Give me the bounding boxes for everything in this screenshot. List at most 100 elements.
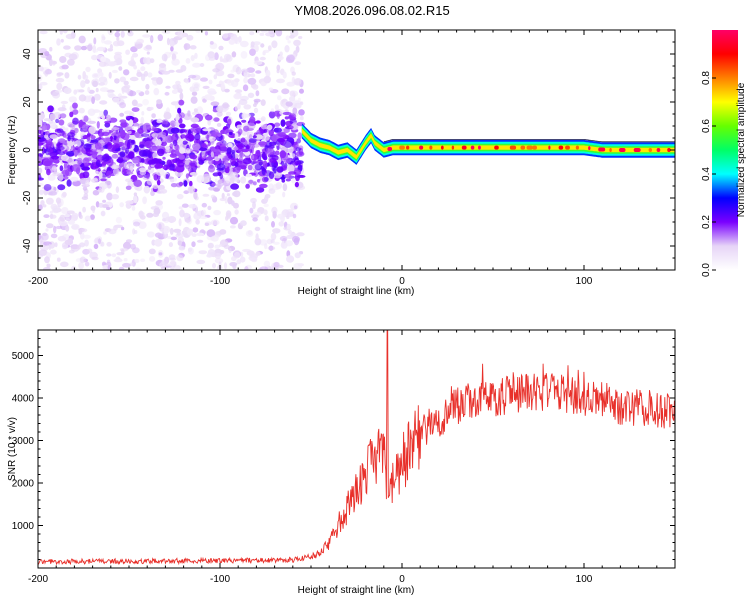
noise-blob: [194, 133, 201, 141]
noise-blob: [85, 180, 90, 186]
noise-blob: [77, 244, 81, 250]
noise-blob: [86, 134, 91, 141]
chart-title: YM08.2026.096.08.02.R15: [294, 3, 449, 18]
noise-blob: [43, 214, 50, 219]
noise-blob: [253, 98, 261, 103]
noise-blob: [232, 190, 241, 198]
noise-blob: [46, 141, 53, 148]
noise-blob: [178, 154, 185, 160]
noise-blob: [51, 165, 57, 171]
noise-blob: [254, 238, 262, 246]
noise-blob: [241, 68, 249, 74]
noise-blob: [169, 227, 174, 235]
noise-blob: [244, 140, 248, 146]
noise-blob: [147, 165, 152, 170]
noise-blob: [245, 173, 252, 178]
noise-blob: [103, 40, 112, 45]
noise-blob: [156, 77, 163, 85]
noise-blob: [207, 164, 216, 173]
noise-blob: [261, 167, 266, 176]
noise-blob: [286, 255, 295, 263]
noise-blob: [219, 250, 225, 254]
noise-blob: [79, 214, 83, 219]
noise-blob: [147, 159, 157, 165]
noise-blob: [38, 167, 43, 174]
noise-blob: [252, 217, 258, 222]
noise-blob: [55, 225, 63, 230]
noise-blob: [294, 252, 301, 259]
noise-blob: [43, 160, 52, 167]
noise-blob: [125, 185, 132, 190]
noise-blob: [151, 132, 158, 139]
noise-blob: [134, 41, 139, 45]
noise-blob: [199, 216, 208, 220]
noise-blob: [111, 132, 121, 136]
noise-blob: [98, 238, 101, 245]
noise-blob: [142, 98, 150, 106]
noise-blob: [161, 70, 171, 75]
noise-blob: [95, 201, 100, 208]
noise-blob: [129, 76, 139, 82]
noise-blob: [106, 241, 112, 247]
noise-blob: [182, 140, 188, 145]
noise-blob: [119, 76, 127, 83]
noise-blob: [288, 171, 297, 175]
noise-blob: [145, 83, 150, 90]
noise-blob: [69, 176, 79, 182]
noise-blob: [279, 150, 287, 159]
noise-blob: [214, 258, 224, 264]
noise-blob: [189, 172, 198, 176]
noise-blob: [132, 157, 140, 164]
noise-blob: [139, 162, 144, 167]
noise-blob: [183, 190, 189, 195]
spectrogram-x-axis-label: Height of straight line (km): [298, 286, 415, 297]
noise-blob: [255, 151, 261, 157]
noise-blob: [277, 213, 286, 219]
noise-blob: [75, 167, 81, 175]
noise-blob: [78, 94, 87, 102]
noise-blob: [176, 254, 184, 262]
noise-blob: [83, 115, 89, 122]
noise-blob: [178, 218, 182, 227]
noise-blob: [69, 111, 74, 118]
noise-blob: [132, 53, 139, 58]
noise-blob: [206, 229, 216, 238]
noise-blob: [236, 259, 242, 265]
noise-blob: [125, 239, 133, 244]
noise-blob: [192, 86, 200, 92]
noise-blob: [133, 221, 140, 227]
noise-blob: [262, 49, 270, 54]
noise-blob: [270, 239, 275, 244]
noise-blob: [94, 142, 102, 150]
noise-blob: [294, 161, 301, 166]
noise-blob: [114, 78, 120, 84]
noise-blob: [96, 121, 100, 129]
ridge-peak: [575, 145, 579, 150]
noise-blob: [77, 159, 82, 166]
noise-blob: [263, 132, 269, 137]
noise-blob: [190, 96, 198, 104]
noise-blob: [185, 173, 189, 179]
noise-blob: [160, 188, 168, 194]
noise-blob: [126, 141, 131, 149]
noise-blob: [287, 229, 293, 235]
noise-blob: [125, 200, 134, 205]
noise-blob: [179, 92, 184, 101]
noise-blob: [299, 88, 304, 94]
noise-blob: [78, 35, 86, 44]
noise-blob: [212, 129, 220, 137]
noise-blob: [210, 219, 220, 226]
noise-blob: [285, 35, 290, 41]
ridge-peak: [609, 148, 612, 152]
noise-blob: [59, 165, 64, 172]
noise-blob: [246, 250, 255, 256]
noise-blob: [142, 124, 147, 132]
noise-blob: [165, 216, 174, 222]
noise-blob: [127, 130, 132, 135]
noise-blob: [162, 156, 166, 160]
noise-blob: [53, 225, 57, 234]
noise-blob: [111, 153, 119, 159]
noise-blob: [207, 88, 216, 95]
noise-blob: [63, 87, 72, 94]
